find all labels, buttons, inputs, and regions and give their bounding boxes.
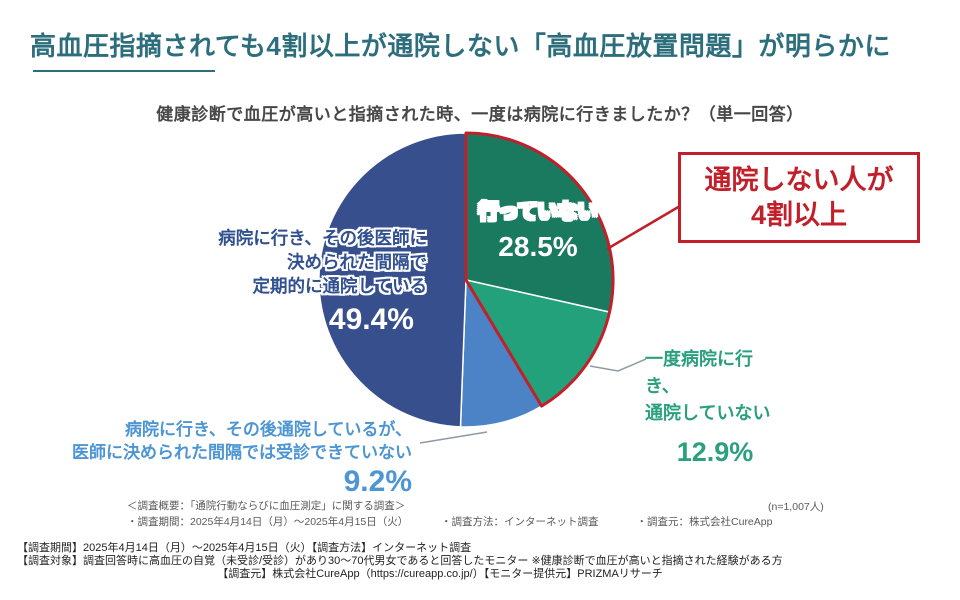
irregular-connector-line xyxy=(419,431,488,444)
footer-line-2: 【調査対象】調査回答時に高血圧の自覚（未受診/受診）があり30～70代男女である… xyxy=(17,555,783,567)
chart-question: 健康診断で血圧が高いと指摘された時、一度は病院に行きましたか？（単一回答） xyxy=(156,105,804,124)
label-no-visit: 行っていない 28.5% xyxy=(438,195,638,263)
survey-overview-note: ＜調査概要：「通院行動ならびに血圧測定」に関する調査＞ xyxy=(127,500,406,512)
regular-visit-line3: 定期的に通院している xyxy=(252,276,427,296)
regular-visit-line1: 病院に行き、その後医師に xyxy=(218,228,427,248)
sample-size: (n=1,007人) xyxy=(768,501,824,513)
page-title: 高血圧指摘されても4割以上が通院しない「高血圧放置問題」が明らかに xyxy=(30,31,891,61)
label-one-visit: 一度病院に行き、 通院していない 12.9% xyxy=(645,346,785,466)
no-visit-value: 28.5% xyxy=(498,231,578,262)
one-visit-line1: 一度病院に行き、 xyxy=(645,349,753,396)
one-visit-value: 12.9% xyxy=(676,437,754,467)
survey-period: ・調査期間：2025年4月14日（月）～2025年4月15日（火） xyxy=(127,516,404,528)
footer-line-3: 【調査元】株式会社CureApp（https://cureapp.co.jp/）… xyxy=(217,568,663,580)
callout-line1: 通院しない人が xyxy=(704,164,894,195)
label-regular-visit: 病院に行き、その後医師に 決められた間隔で 定期的に通院している 49.4% xyxy=(218,226,427,336)
highlight-outline xyxy=(464,131,615,408)
survey-details-note: ・調査期間：2025年4月14日（月）～2025年4月15日（火） ・調査方法：イ… xyxy=(127,514,810,529)
irregular-visit-value: 9.2% xyxy=(343,465,412,498)
footer-line-1: 【調査期間】2025年4月14日（月）～2025年4月15日（火）【調査方法】イ… xyxy=(17,542,472,554)
survey-source: ・調査元：株式会社CureApp xyxy=(636,516,773,528)
callout-box: 通院しない人が 4割以上 xyxy=(678,152,920,243)
no-visit-name: 行っていない xyxy=(478,201,598,224)
title-underline xyxy=(33,70,215,72)
label-irregular-visit: 病院に行き、その後通院しているが、 医師に決められた間隔では受診できていない 9… xyxy=(72,418,412,497)
one-visit-connector-line xyxy=(589,358,647,372)
regular-visit-line2: 決められた間隔で xyxy=(287,252,427,272)
survey-method: ・調査方法：インターネット調査 xyxy=(441,516,599,528)
one-visit-line2: 通院していない xyxy=(645,403,771,423)
callout-line2: 4割以上 xyxy=(750,199,848,230)
pie-segment-2 xyxy=(459,277,543,428)
pie-segment-1 xyxy=(464,278,611,408)
regular-visit-value: 49.4% xyxy=(328,303,414,336)
irregular-visit-line2: 医師に決められた間隔では受診できていない xyxy=(72,443,412,462)
irregular-visit-line1: 病院に行き、その後通院しているが、 xyxy=(125,420,412,439)
